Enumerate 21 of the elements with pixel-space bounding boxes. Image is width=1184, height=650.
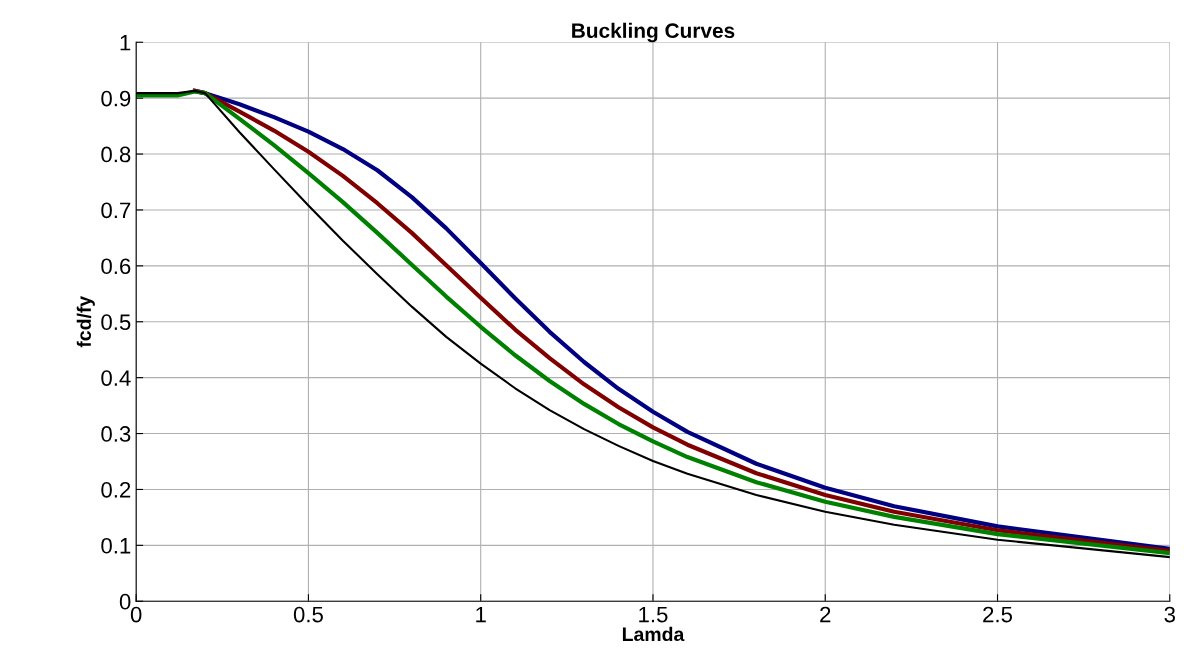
y-tick-label: 0.9 (101, 90, 131, 107)
x-tick-label: 2 (820, 606, 831, 623)
y-tick-label: 0.3 (101, 426, 131, 442)
y-tick-label: 0.7 (101, 202, 131, 219)
y-tick-label: 0.2 (101, 481, 131, 498)
x-tick-label: 3 (1164, 606, 1175, 623)
y-tick-label: 0.8 (101, 146, 131, 163)
x-tick-label: 1 (476, 606, 486, 623)
y-tick-label: 0.1 (101, 537, 131, 554)
x-tick-label: 2.5 (983, 606, 1013, 623)
x-tick-label: 0.5 (293, 606, 323, 623)
y-tick-label: 1 (120, 35, 131, 51)
y-tick-label: 0.6 (101, 258, 131, 275)
y-tick-label: 0.4 (101, 370, 131, 386)
x-axis-title: Lamda (622, 626, 685, 642)
x-tick-label: 0 (130, 606, 142, 623)
y-axis-title: fcd/fy (76, 295, 95, 348)
chart-title: Buckling Curves (572, 22, 735, 43)
y-tick-label: 0.5 (101, 314, 131, 331)
x-tick-label: 1.5 (639, 606, 668, 623)
y-tick-label: 0 (119, 593, 131, 610)
